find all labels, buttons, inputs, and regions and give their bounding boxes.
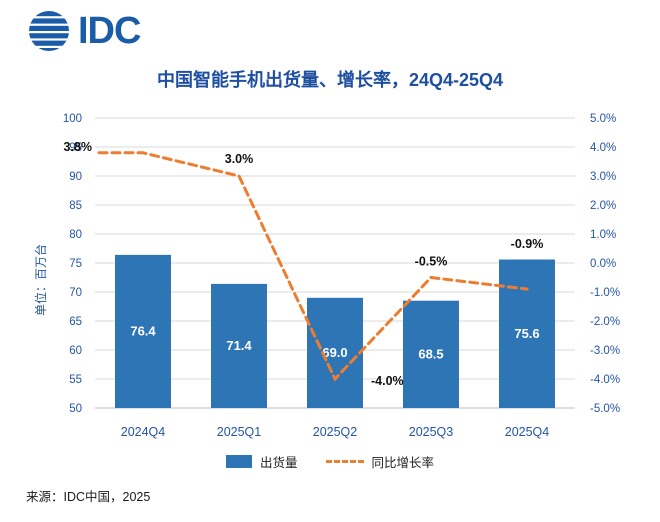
logo-stripe	[29, 48, 69, 51]
category-label: 2025Q3	[409, 425, 454, 439]
legend-item-shipments: 出货量	[225, 452, 298, 471]
bar-value-label: 68.5	[418, 346, 443, 361]
bar-value-label: 71.4	[226, 338, 252, 353]
left-tick-label: 60	[69, 345, 82, 357]
bar	[307, 297, 363, 408]
category-label: 2025Q4	[505, 425, 550, 439]
left-tick-label: 85	[69, 200, 82, 212]
legend-line-label: 同比增长率	[371, 456, 435, 470]
right-tick-label: 1.0%	[590, 229, 616, 241]
logo-stripe	[29, 18, 69, 24]
bar-value-label: 76.4	[130, 323, 156, 338]
legend-bar-swatch	[225, 455, 252, 468]
idc-logo-mark	[29, 11, 69, 51]
growth-point-label: 3.8%	[64, 140, 93, 154]
growth-line	[97, 151, 529, 382]
logo-stripe	[29, 11, 69, 17]
left-tick-label: 80	[69, 229, 82, 241]
right-tick-label: 3.0%	[590, 171, 616, 183]
left-tick-label: 70	[69, 287, 82, 299]
bar	[211, 283, 267, 408]
left-tick-label: 50	[69, 403, 82, 415]
growth-point-label: -0.5%	[415, 255, 448, 269]
combo-chart: 50 -5.0% 55 -4.0% 60 -3.0% 65 -2.0% 70 -1.0% 75 0.0…	[63, 113, 620, 439]
legend: 出货量 同比增长率	[0, 452, 660, 471]
right-tick-label: -2.0%	[590, 316, 620, 328]
legend-line-swatch	[325, 460, 364, 463]
idc-logo-text: IDC	[78, 10, 141, 52]
right-tick-label: -1.0%	[590, 287, 620, 299]
logo-stripe	[29, 25, 69, 31]
left-axis-unit-label: 单位：百万台	[34, 244, 48, 317]
legend-item-growth: 同比增长率	[325, 452, 435, 471]
left-tick-label: 100	[63, 113, 82, 125]
category-label: 2025Q1	[217, 425, 262, 439]
left-tick-label: 95	[69, 142, 82, 154]
bar	[403, 300, 459, 408]
right-tick-label: 2.0%	[590, 200, 616, 212]
right-tick-label: 5.0%	[590, 113, 616, 125]
bar	[115, 254, 171, 408]
left-tick-label: 65	[69, 316, 82, 328]
bar-value-label: 75.6	[514, 326, 539, 341]
chart-area: 50 -5.0% 55 -4.0% 60 -3.0% 65 -2.0% 70 -1.0% 75 0.0…	[0, 100, 660, 448]
right-tick-label: -4.0%	[590, 374, 620, 386]
bar	[499, 259, 555, 408]
growth-point-label: -4.0%	[371, 374, 404, 388]
source-text: 来源：IDC中国，2025	[26, 490, 151, 504]
chart-title: 中国智能手机出货量、增长率，24Q4-25Q4	[156, 70, 504, 90]
legend-bar-label: 出货量	[259, 456, 298, 470]
bar-value-label: 69.0	[322, 345, 347, 360]
right-tick-label: -5.0%	[590, 403, 620, 415]
category-label: 2025Q2	[313, 425, 358, 439]
left-tick-label: 55	[69, 374, 82, 386]
right-tick-label: 0.0%	[590, 258, 616, 270]
category-label: 2024Q4	[121, 425, 166, 439]
right-tick-label: -3.0%	[590, 345, 620, 357]
left-tick-label: 90	[69, 171, 82, 183]
left-tick-label: 75	[69, 258, 82, 270]
idc-logo: IDC	[26, 8, 141, 54]
logo-stripe	[29, 33, 69, 39]
growth-point-label: -0.9%	[511, 237, 544, 251]
growth-point-label: 3.0%	[225, 152, 254, 166]
right-tick-label: 4.0%	[590, 142, 616, 154]
logo-stripe	[29, 40, 69, 46]
